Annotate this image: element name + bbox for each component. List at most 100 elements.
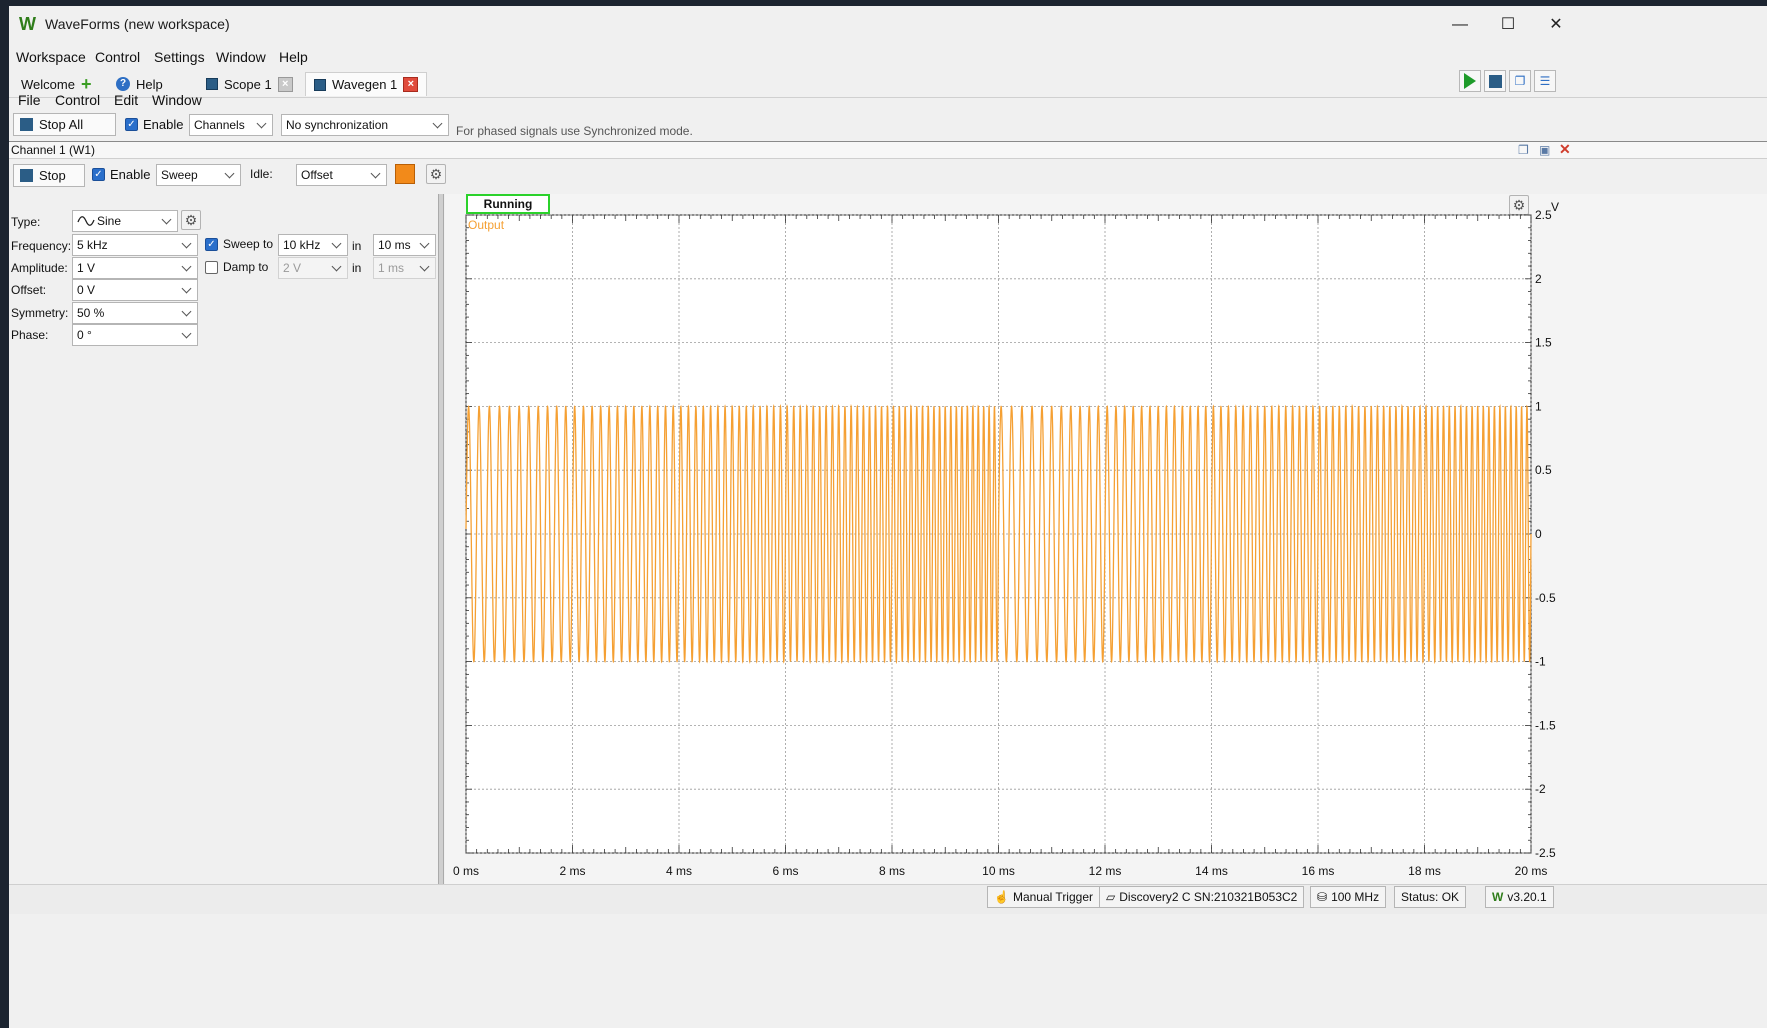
phase-select[interactable]: 0 °	[72, 324, 198, 346]
x-tick-label: 0 ms	[453, 864, 479, 878]
sine-wave-icon	[77, 216, 95, 226]
frequency-select[interactable]: 5 kHz	[72, 234, 198, 256]
add-instrument-icon[interactable]: +	[80, 74, 92, 94]
wavegen-menu-window[interactable]: Window	[152, 92, 202, 108]
status-button[interactable]: Status: OK	[1394, 886, 1467, 908]
phase-label: Phase:	[11, 328, 49, 342]
y-tick-label: 2.5	[1535, 208, 1552, 222]
channel-enable-label: Enable	[110, 167, 151, 182]
wavegen-menu-edit[interactable]: Edit	[114, 92, 139, 108]
stop-icon	[1488, 74, 1502, 88]
global-enable-checkbox[interactable]: ✓ Enable	[125, 117, 183, 132]
channel-header	[9, 141, 1767, 159]
panel-splitter[interactable]	[438, 194, 444, 884]
sweep-frequency-value: 10 kHz	[283, 238, 321, 252]
damp-time-select[interactable]: 1 ms	[373, 257, 436, 279]
idle-value: Offset	[301, 168, 333, 182]
y-tick-label: 1	[1535, 399, 1542, 413]
type-value: Sine	[97, 214, 122, 228]
waveforms-logo-icon: W	[19, 14, 36, 34]
output-trace	[465, 403, 1532, 665]
tab-wavegen-label: Wavegen 1	[332, 77, 398, 92]
close-scope-tab-icon[interactable]: ×	[277, 76, 293, 92]
checkmark-icon: ✓	[125, 118, 138, 131]
damp-in-label: in	[352, 261, 362, 275]
chevron-down-icon	[432, 118, 443, 128]
offset-value: 0 V	[77, 283, 96, 297]
channel-title: Channel 1 (W1)	[11, 143, 96, 157]
minimize-button[interactable]: —	[1452, 16, 1468, 33]
x-tick-label: 16 ms	[1302, 864, 1335, 878]
amplitude-label: Amplitude:	[11, 261, 68, 275]
chevron-down-icon	[181, 328, 192, 338]
mode-select[interactable]: Sweep	[156, 164, 241, 186]
maximize-button[interactable]: ☐	[1500, 16, 1516, 33]
menu-help[interactable]: Help	[279, 49, 308, 65]
chevron-down-icon	[161, 214, 172, 224]
wavegen-menu-file[interactable]: File	[18, 92, 41, 108]
tab-scope[interactable]: Scope 1 ×	[197, 72, 302, 96]
y-tick-label: -2	[1535, 782, 1546, 796]
y-unit-label: V	[1551, 200, 1559, 214]
manual-trigger-button[interactable]: ☝ Manual Trigger	[987, 886, 1100, 908]
stop-all-label: Stop All	[39, 117, 84, 132]
version-button[interactable]: W v3.20.1	[1485, 886, 1554, 908]
maximize-panel-icon[interactable]: ▣	[1539, 143, 1551, 157]
chevron-down-icon	[331, 261, 342, 271]
idle-select[interactable]: Offset	[296, 164, 387, 186]
x-tick-label: 18 ms	[1408, 864, 1441, 878]
y-tick-label: -1	[1535, 655, 1546, 669]
offset-select[interactable]: 0 V	[72, 279, 198, 301]
type-settings-gear-icon[interactable]: ⚙	[181, 210, 201, 230]
x-tick-label: 12 ms	[1089, 864, 1122, 878]
help-icon: ?	[116, 77, 130, 91]
sweep-checkbox[interactable]: ✓ Sweep to	[205, 237, 273, 251]
channel-color-swatch[interactable]	[395, 164, 415, 184]
amplitude-value: 1 V	[77, 261, 96, 275]
tab-help[interactable]: ? Help	[107, 72, 172, 96]
tab-welcome[interactable]: Welcome +	[12, 72, 100, 96]
amplitude-select[interactable]: 1 V	[72, 257, 198, 279]
wavegen-menu-control[interactable]: Control	[55, 92, 101, 108]
device-button[interactable]: ▱ Discovery2 C SN:210321B053C2	[1099, 886, 1305, 908]
chevron-down-icon	[419, 261, 430, 271]
sweep-frequency-select[interactable]: 10 kHz	[278, 234, 348, 256]
channel-enable-checkbox[interactable]: ✓ Enable	[92, 167, 150, 182]
channel-stop-button[interactable]: Stop	[13, 164, 85, 187]
cascade-windows-button[interactable]: ❐	[1509, 70, 1531, 92]
stop-all-top-button[interactable]	[1484, 70, 1506, 92]
close-window-button[interactable]: ✕	[1549, 16, 1563, 33]
sweep-time-select[interactable]: 10 ms	[373, 234, 436, 256]
channels-select[interactable]: Channels	[189, 114, 273, 136]
tile-windows-button[interactable]: ☰	[1534, 70, 1556, 92]
checkmark-icon: ✓	[205, 237, 218, 251]
sweep-time-value: 10 ms	[378, 238, 411, 252]
global-enable-label: Enable	[143, 117, 184, 132]
menu-window[interactable]: Window	[216, 49, 266, 65]
y-tick-label: 0	[1535, 527, 1542, 541]
clock-button[interactable]: ⛁ 100 MHz	[1310, 886, 1387, 908]
damp-amplitude-value: 2 V	[283, 261, 302, 275]
stop-all-icon	[20, 118, 33, 131]
symmetry-label: Symmetry:	[11, 306, 69, 320]
menu-control[interactable]: Control	[95, 49, 141, 65]
undock-icon[interactable]: ❐	[1518, 143, 1529, 157]
type-select[interactable]: Sine	[72, 210, 178, 232]
close-panel-icon[interactable]: ✕	[1559, 141, 1571, 157]
menu-workspace[interactable]: Workspace	[16, 49, 86, 65]
run-all-button[interactable]	[1459, 70, 1481, 92]
chevron-down-icon	[256, 118, 267, 128]
symmetry-select[interactable]: 50 %	[72, 302, 198, 324]
chevron-down-icon	[181, 283, 192, 293]
menu-settings[interactable]: Settings	[154, 49, 205, 65]
synchronization-select[interactable]: No synchronization	[281, 114, 449, 136]
stop-all-button[interactable]: Stop All	[13, 113, 116, 136]
plot-settings-gear-icon[interactable]: ⚙	[1509, 195, 1529, 215]
close-wavegen-tab-icon[interactable]: ×	[403, 77, 419, 92]
tab-wavegen[interactable]: Wavegen 1 ×	[305, 72, 428, 96]
channel-settings-gear-icon[interactable]: ⚙	[426, 164, 446, 184]
damp-checkbox[interactable]: Damp to	[205, 260, 268, 274]
damp-time-value: 1 ms	[378, 261, 405, 275]
waveform-plot[interactable]: Output 2.5 2 1.5 1 0.5 0 -0.5 -1 -1.5 -2 -2.5 V 0 ms 2…	[445, 194, 1767, 884]
damp-amplitude-select[interactable]: 2 V	[278, 257, 348, 279]
